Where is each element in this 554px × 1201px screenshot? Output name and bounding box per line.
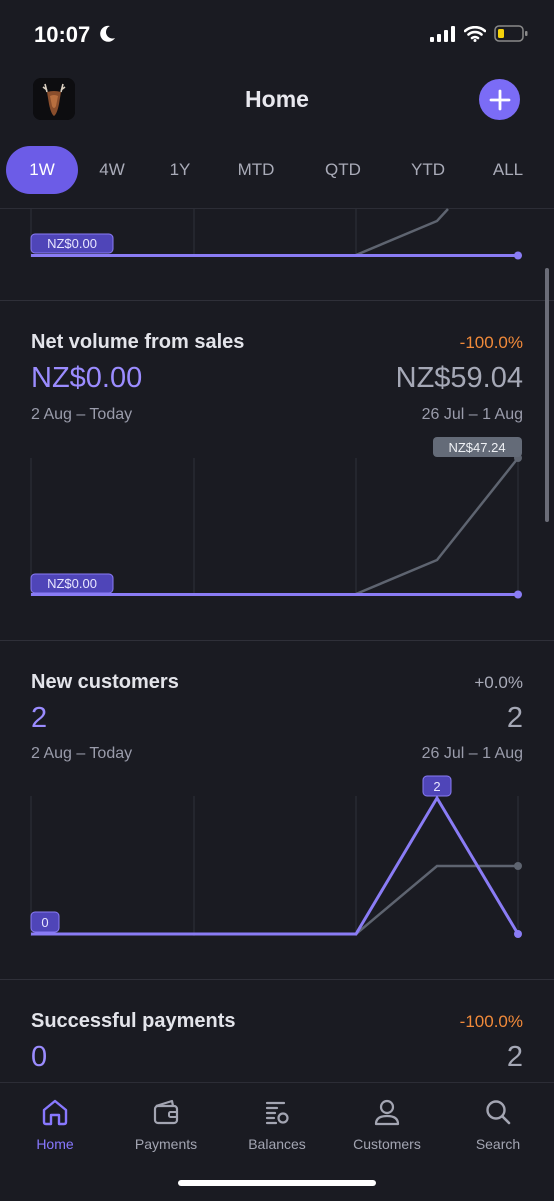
peak-badge-bg <box>422 775 452 797</box>
new-customers-chart[interactable]: 2 0 <box>0 774 554 944</box>
section-divider <box>0 979 554 980</box>
current-badge-label: NZ$0.00 <box>47 236 97 251</box>
new-customers-previous-range: 26 Jul – 1 Aug <box>421 745 523 762</box>
wallet-icon <box>153 1099 179 1125</box>
nav-customers[interactable]: Customers <box>332 1097 442 1152</box>
tab-mtd[interactable]: MTD <box>237 160 275 179</box>
successful-payments-previous-value: 2 <box>506 1041 523 1073</box>
successful-payments-change: -100.0% <box>459 1012 523 1031</box>
current-period-line <box>31 795 520 936</box>
cellular-signal-icon <box>430 25 455 42</box>
nav-home[interactable]: Home <box>0 1097 110 1152</box>
scrollbar[interactable] <box>545 268 549 522</box>
new-customers-current-range: 2 Aug – Today <box>31 745 133 762</box>
status-time: 10:07 <box>34 22 91 47</box>
new-customers-previous-value: 2 <box>506 702 523 734</box>
add-button[interactable] <box>479 79 520 120</box>
nav-search[interactable]: Search <box>443 1097 553 1152</box>
previous-endpoint-dot <box>514 862 522 870</box>
home-icon <box>42 1099 68 1126</box>
tab-1w[interactable]: 1W <box>6 146 78 194</box>
deer-logo-icon <box>33 78 75 120</box>
tab-all[interactable]: ALL <box>492 160 524 179</box>
successful-payments-title: Successful payments <box>31 1010 236 1032</box>
previous-period-line <box>355 864 518 935</box>
tab-1y[interactable]: 1Y <box>169 160 191 179</box>
new-customers-title: New customers <box>31 671 179 693</box>
current-badge-label: NZ$0.00 <box>47 576 97 591</box>
nav-payments-label: Payments <box>134 1136 198 1152</box>
account-avatar[interactable] <box>33 78 75 120</box>
current-endpoint-dot <box>514 251 522 260</box>
previous-period-line <box>355 208 449 257</box>
battery-icon <box>494 25 528 42</box>
previous-badge-label: NZ$47.24 <box>448 440 505 455</box>
balances-icon <box>265 1101 289 1125</box>
current-endpoint-dot <box>514 930 522 938</box>
nav-payments[interactable]: Payments <box>111 1097 221 1152</box>
section-divider <box>0 300 554 301</box>
nav-search-label: Search <box>475 1136 521 1152</box>
nav-balances[interactable]: Balances <box>222 1097 332 1152</box>
wifi-icon <box>464 25 486 42</box>
status-icons <box>430 25 528 42</box>
page-title: Home <box>245 86 309 112</box>
tabs-divider <box>0 208 554 209</box>
start-badge-label: 0 <box>41 915 48 930</box>
search-icon <box>486 1100 511 1125</box>
nav-home-label: Home <box>36 1136 74 1152</box>
section-divider <box>0 640 554 641</box>
current-badge-bg <box>30 573 114 594</box>
peak-badge-label: 2 <box>433 779 440 794</box>
tab-4w[interactable]: 4W <box>99 160 125 179</box>
nav-customers-label: Customers <box>353 1136 421 1152</box>
current-badge-bg <box>30 233 114 254</box>
person-icon <box>374 1099 400 1126</box>
new-customers-current-value: 2 <box>31 702 48 734</box>
previous-period-line <box>355 457 519 596</box>
home-indicator <box>178 1180 376 1186</box>
tab-ytd[interactable]: YTD <box>411 160 445 179</box>
net-volume-title: Net volume from sales <box>31 331 245 353</box>
net-volume-change: -100.0% <box>459 333 523 352</box>
nav-balances-label: Balances <box>248 1136 306 1152</box>
start-badge-bg <box>30 911 60 933</box>
tab-qtd[interactable]: QTD <box>325 160 361 179</box>
previous-metric-chart: NZ$0.00 <box>30 208 522 260</box>
moon-icon <box>100 25 115 42</box>
net-volume-current-range: 2 Aug – Today <box>31 406 133 423</box>
new-customers-change: +0.0% <box>474 673 523 692</box>
successful-payments-current-value: 0 <box>31 1041 48 1073</box>
previous-badge-bg <box>433 437 522 457</box>
plus-icon <box>489 89 510 110</box>
time-range-tabs: 1W 4W 1Y MTD QTD YTD ALL <box>0 146 554 194</box>
current-endpoint-dot <box>514 590 522 599</box>
net-volume-previous-value: NZ$59.04 <box>395 362 523 394</box>
net-volume-chart[interactable]: NZ$47.24 NZ$0.00 <box>0 436 554 606</box>
net-volume-previous-range: 26 Jul – 1 Aug <box>421 406 523 423</box>
net-volume-current-value: NZ$0.00 <box>31 362 143 394</box>
